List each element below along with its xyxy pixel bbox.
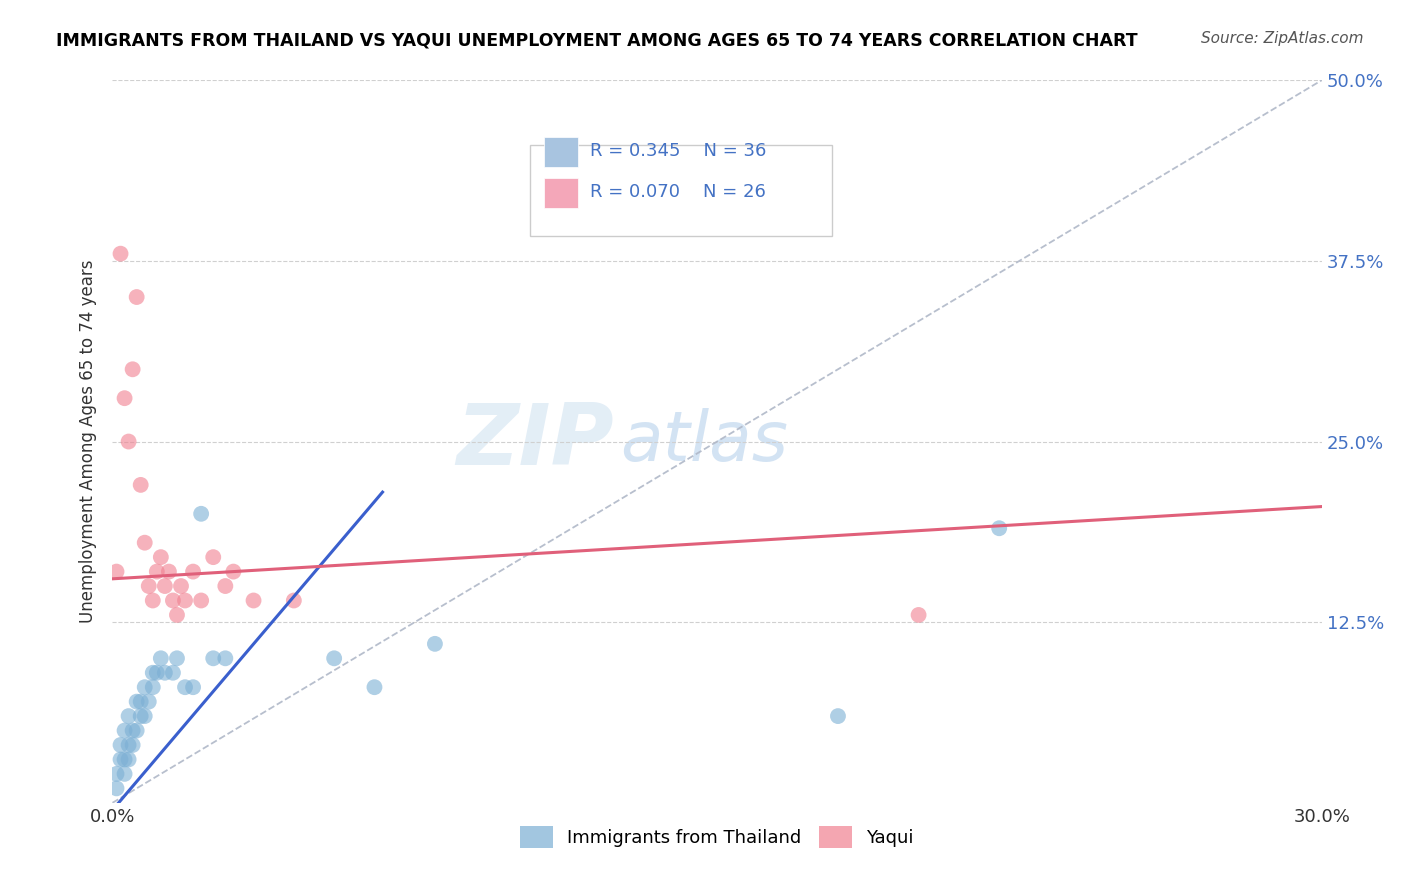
Point [105,565,128,579]
Point [117,709,139,723]
Point [114,752,136,766]
Point [214,651,236,665]
Point [142,593,165,607]
Point [134,535,156,549]
Point [166,651,188,665]
Point [170,579,193,593]
Point [105,781,128,796]
Point [114,391,136,405]
Point [423,637,446,651]
Point [988,521,1011,535]
Point [222,565,245,579]
Point [174,593,197,607]
Point [110,246,132,260]
Point [146,565,169,579]
Point [121,723,143,738]
Point [174,680,197,694]
Point [146,665,169,680]
Point [827,709,849,723]
Point [242,593,264,607]
Point [117,752,139,766]
Point [190,593,212,607]
Point [202,651,225,665]
FancyBboxPatch shape [530,145,832,235]
Point [138,579,160,593]
Point [105,767,128,781]
Point [202,550,225,565]
Point [153,579,176,593]
Point [153,665,176,680]
FancyBboxPatch shape [544,136,578,167]
Point [323,651,346,665]
Text: R = 0.070    N = 26: R = 0.070 N = 26 [591,183,766,202]
Point [125,723,148,738]
Y-axis label: Unemployment Among Ages 65 to 74 years: Unemployment Among Ages 65 to 74 years [79,260,97,624]
Point [363,680,385,694]
Text: IMMIGRANTS FROM THAILAND VS YAQUI UNEMPLOYMENT AMONG AGES 65 TO 74 YEARS CORRELA: IMMIGRANTS FROM THAILAND VS YAQUI UNEMPL… [56,31,1137,49]
Point [129,695,152,709]
Point [149,651,172,665]
Point [129,709,152,723]
Point [181,565,204,579]
Point [162,593,184,607]
Point [142,665,165,680]
Point [149,550,172,565]
Point [114,767,136,781]
Point [110,738,132,752]
Point [157,565,180,579]
Point [190,507,212,521]
Point [166,607,188,622]
Point [283,593,305,607]
Point [162,665,184,680]
FancyBboxPatch shape [544,178,578,208]
Point [138,695,160,709]
Legend: Immigrants from Thailand, Yaqui: Immigrants from Thailand, Yaqui [520,826,914,848]
Point [125,290,148,304]
Point [117,434,139,449]
Point [110,752,132,766]
Point [142,680,165,694]
Text: Source: ZipAtlas.com: Source: ZipAtlas.com [1201,31,1364,46]
Point [907,607,929,622]
Point [125,695,148,709]
Text: atlas: atlas [620,408,789,475]
Text: R = 0.345    N = 36: R = 0.345 N = 36 [591,142,766,160]
Point [121,362,143,376]
Point [121,738,143,752]
Point [129,478,152,492]
Point [117,738,139,752]
Point [181,680,204,694]
Point [214,579,236,593]
Point [114,723,136,738]
Text: ZIP: ZIP [457,400,614,483]
Point [134,680,156,694]
Point [134,709,156,723]
